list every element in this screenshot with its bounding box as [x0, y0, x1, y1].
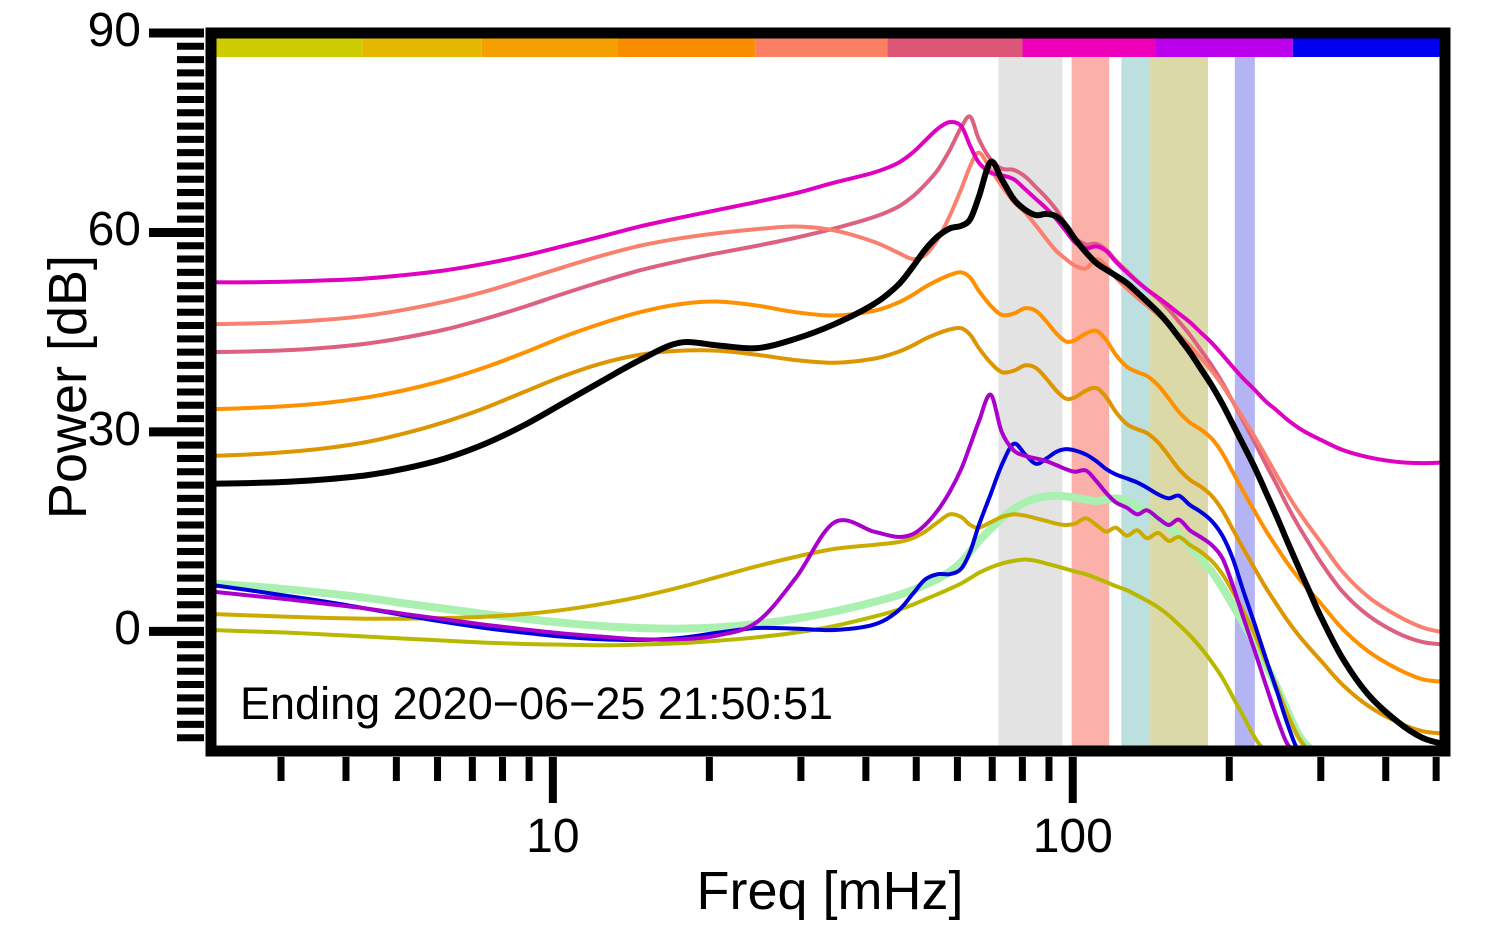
shaded-bands-group: [998, 39, 1255, 751]
band-gray: [998, 39, 1063, 751]
curve-rose: [211, 114, 1445, 647]
curve-salmon: [211, 150, 1445, 635]
colorbar-segment-3: [617, 38, 756, 57]
plot-frame: [205, 27, 1451, 757]
y-tick-label-60: 60: [87, 203, 141, 257]
curve-orange-dark: [211, 325, 1445, 736]
colorbar-segment-0: [216, 38, 363, 57]
axis-ticks-group: [149, 28, 1440, 803]
curve-orange-bright: [211, 270, 1445, 684]
colorbar-segment-4: [755, 38, 888, 57]
colorbar-segment-7: [1155, 38, 1293, 57]
colorbar-segment-6: [1022, 38, 1156, 57]
x-tick-label-10: 10: [526, 810, 580, 863]
band-teal: [1121, 39, 1150, 751]
colorbar-group: [216, 38, 1440, 57]
band-khaki: [1149, 39, 1208, 751]
band-lavender: [1234, 39, 1255, 751]
colorbar-segment-8: [1292, 38, 1440, 57]
y-tick-label-30: 30: [87, 402, 141, 456]
curve-purple: [211, 392, 1445, 751]
ending-timestamp-annotation: Ending 2020−06−25 21:50:51: [240, 678, 834, 729]
y-tick-label-0: 0: [114, 602, 141, 656]
curve-magenta-bright: [211, 119, 1445, 466]
curve-black-total: [211, 158, 1445, 748]
x-tick-label-100: 100: [1032, 810, 1113, 863]
colorbar-segment-1: [362, 38, 482, 57]
colorbar-segment-5: [887, 38, 1023, 57]
curve-blue: [211, 441, 1445, 751]
y-tick-label-90: 90: [87, 4, 141, 57]
data-curves-group: [211, 114, 1445, 751]
colorbar-segment-2: [481, 38, 618, 57]
x-axis-label: Freq [mHz]: [696, 861, 964, 921]
